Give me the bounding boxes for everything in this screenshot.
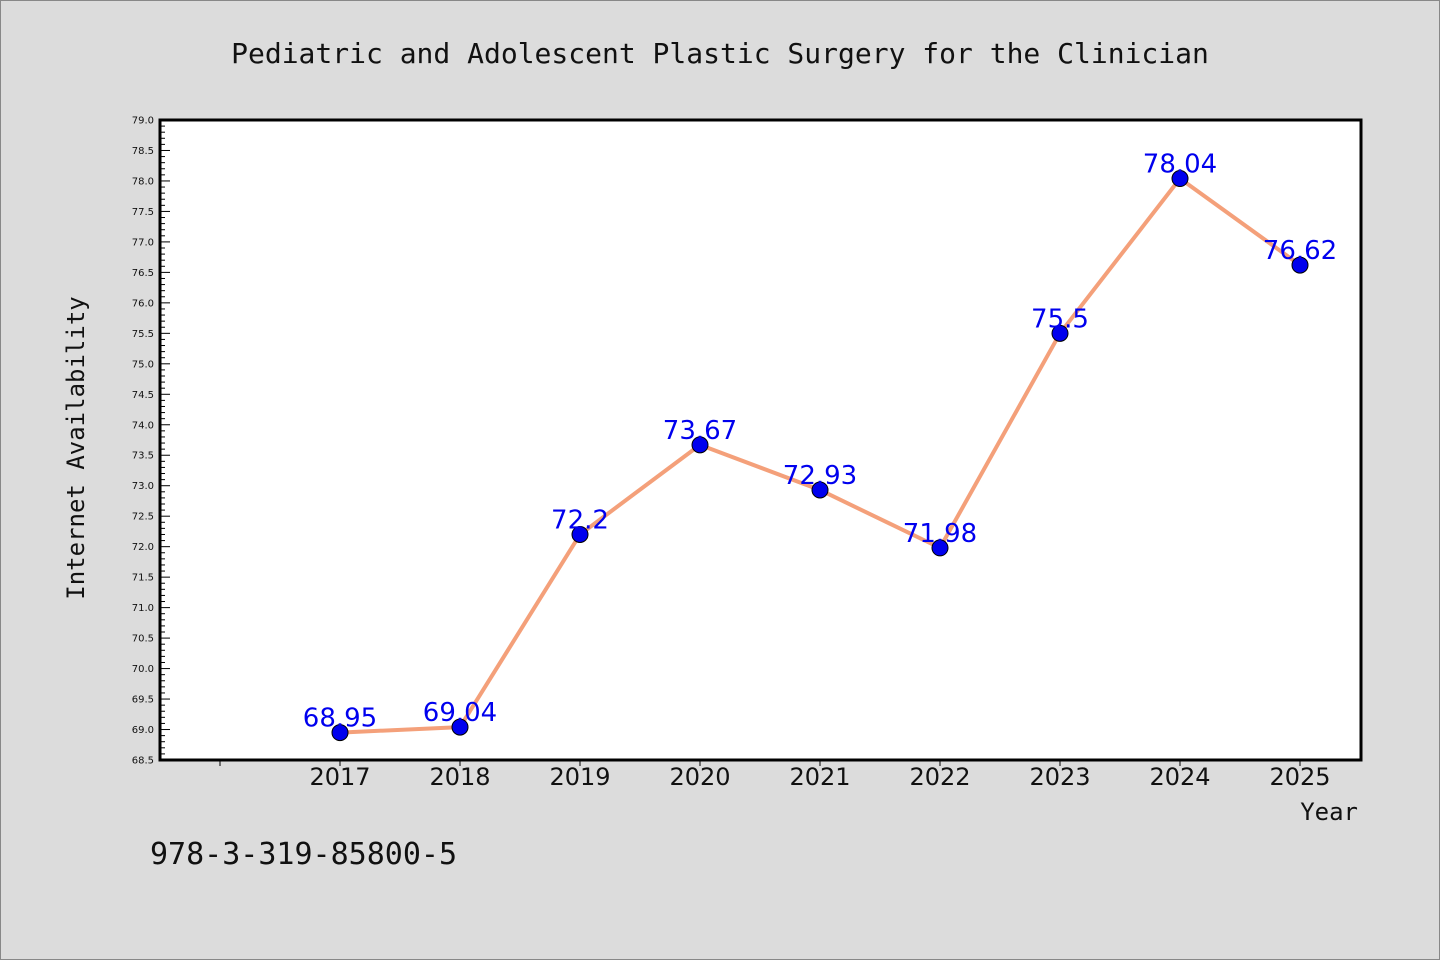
y-tick-label: 68.5 xyxy=(132,756,154,767)
y-tick-label: 74.0 xyxy=(132,420,154,431)
y-tick-label: 71.5 xyxy=(132,573,154,584)
data-point xyxy=(1051,324,1069,342)
y-tick-label: 70.0 xyxy=(132,664,154,675)
data-label: 71.98 xyxy=(903,519,977,549)
y-tick-label: 69.5 xyxy=(132,695,154,706)
y-axis-label: Internet Availability xyxy=(62,296,90,599)
x-tick-label: 2023 xyxy=(1029,763,1090,791)
data-point xyxy=(451,718,469,736)
data-label: 72.2 xyxy=(551,505,609,535)
data-label: 76.62 xyxy=(1263,236,1337,266)
x-tick-label: 2025 xyxy=(1269,763,1330,791)
y-tick-label: 79.0 xyxy=(132,116,154,127)
y-tick-label: 69.0 xyxy=(132,725,154,736)
y-tick-label: 74.5 xyxy=(132,390,154,401)
y-tick-label: 77.0 xyxy=(132,237,154,248)
y-tick-label: 75.5 xyxy=(132,329,154,340)
x-tick-label: 2020 xyxy=(669,763,730,791)
y-tick-label: 70.5 xyxy=(132,634,154,645)
x-tick-label: 2022 xyxy=(909,763,970,791)
data-point xyxy=(811,481,829,499)
data-label: 72.93 xyxy=(783,461,857,491)
y-tick-label: 78.5 xyxy=(132,146,154,157)
y-tick-label: 73.5 xyxy=(132,451,154,462)
x-axis: 2017 2018 2019 2020 2021 2022 2023 2024 2025 xyxy=(219,760,1331,791)
series-layer: 68.95 69.04 72.2 73.67 72.93 71.98 75.5 78.04 76… xyxy=(303,150,1337,742)
data-point xyxy=(691,436,709,454)
data-label: 75.5 xyxy=(1031,304,1089,334)
x-tick-label: 2021 xyxy=(789,763,850,791)
y-tick-label: 71.0 xyxy=(132,603,154,614)
data-point xyxy=(1171,170,1189,188)
y-axis: 68.5 69.0 69.5 70.0 70.5 71.0 71.5 72.0 72.5 73.0… xyxy=(132,116,170,767)
plot-area xyxy=(158,118,1363,762)
data-point xyxy=(331,724,349,742)
data-label: 68.95 xyxy=(303,704,377,734)
x-tick-label: 2017 xyxy=(309,763,370,791)
data-point xyxy=(931,539,949,557)
y-tick-label: 75.0 xyxy=(132,359,154,370)
y-tick-label: 76.5 xyxy=(132,268,154,279)
x-axis-label: Year xyxy=(1300,798,1358,826)
x-tick-label: 2024 xyxy=(1149,763,1210,791)
y-tick-label: 72.5 xyxy=(132,512,154,523)
data-point xyxy=(1291,256,1309,274)
data-point xyxy=(571,525,589,543)
y-tick-label: 73.0 xyxy=(132,481,154,492)
x-tick-label: 2018 xyxy=(429,763,490,791)
y-tick-label: 78.0 xyxy=(132,176,154,187)
y-tick-label: 72.0 xyxy=(132,542,154,553)
data-label: 69.04 xyxy=(423,698,497,728)
footnote-isbn: 978-3-319-85800-5 xyxy=(150,837,457,872)
y-tick-label: 77.5 xyxy=(132,207,154,218)
chart-title: Pediatric and Adolescent Plastic Surgery… xyxy=(231,37,1209,70)
data-label: 78.04 xyxy=(1143,150,1217,180)
y-tick-label: 76.0 xyxy=(132,298,154,309)
x-tick-label: 2019 xyxy=(549,763,610,791)
data-label: 73.67 xyxy=(663,416,737,446)
